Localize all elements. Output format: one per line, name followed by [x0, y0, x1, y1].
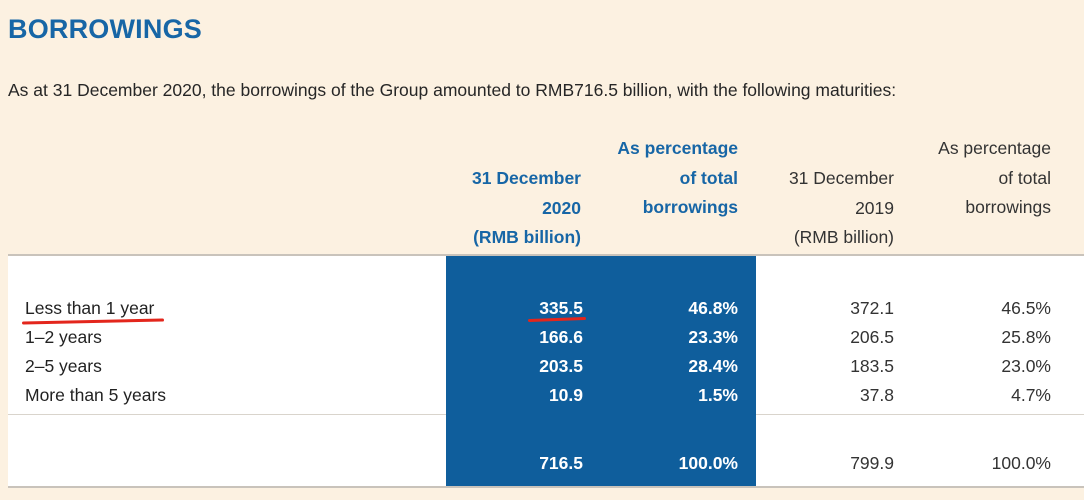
header-2019-percentage: As percentage of total borrowings — [938, 138, 1051, 217]
value-2020: 335.5 — [539, 298, 583, 318]
total-percent-2019: 100.0% — [991, 453, 1051, 473]
row-label: 2–5 years — [25, 356, 102, 376]
row-label: More than 5 years — [25, 385, 167, 405]
highlight-column-2020 — [446, 256, 756, 486]
table-bottom-rule — [8, 486, 1084, 488]
percent-2019: 46.5% — [1001, 298, 1051, 318]
percent-2020: 46.8% — [688, 298, 738, 318]
intro-text: As at 31 December 2020, the borrowings o… — [8, 80, 897, 100]
percent-2020: 28.4% — [688, 356, 738, 376]
percent-2019: 4.7% — [1011, 385, 1051, 405]
total-2020: 716.5 — [539, 453, 583, 473]
header-2019-amount: 31 December 2019 (RMB billion) — [788, 168, 894, 247]
percent-2019: 25.8% — [1001, 327, 1051, 347]
row-label: 1–2 years — [25, 327, 102, 347]
value-2019: 183.5 — [850, 356, 894, 376]
value-2019: 37.8 — [859, 385, 894, 405]
total-percent-2020: 100.0% — [678, 453, 738, 473]
row-label: Less than 1 year — [25, 298, 155, 318]
value-2019: 372.1 — [850, 298, 894, 318]
percent-2019: 23.0% — [1001, 356, 1051, 376]
header-2020-percentage: As percentage of total borrowings — [617, 138, 738, 217]
percent-2020: 1.5% — [698, 385, 738, 405]
value-2020: 10.9 — [548, 385, 583, 405]
value-2019: 206.5 — [850, 327, 894, 347]
header-2020-amount: 31 December 2020 (RMB billion) — [472, 168, 581, 247]
value-2020: 203.5 — [539, 356, 583, 376]
total-2019: 799.9 — [850, 453, 894, 473]
table-top-rule — [8, 254, 1084, 256]
percent-2020: 23.3% — [688, 327, 738, 347]
section-title: BORROWINGS — [8, 14, 202, 44]
value-2020: 166.6 — [539, 327, 583, 347]
